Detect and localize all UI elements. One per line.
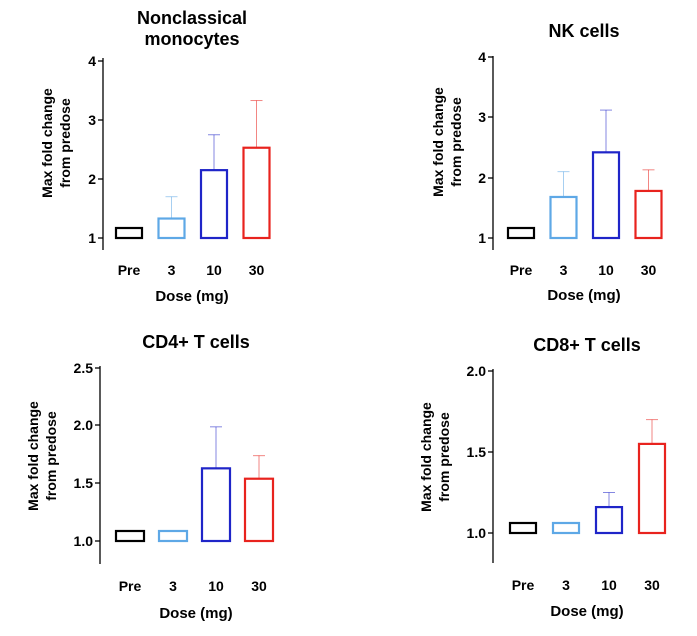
bar-3[interactable] [551, 521, 581, 535]
panel-nonclassical-monocytes: Nonclassical monocytes 1 2 3 4 Max fold change… [39, 8, 271, 305]
bar-30[interactable] [243, 477, 275, 543]
chart-title: Nonclassical monocytes [137, 8, 247, 49]
chart-title-line: Nonclassical [137, 8, 247, 28]
x-tick-label: 3 [168, 262, 176, 278]
bar-Pre[interactable] [506, 226, 536, 240]
x-axis-label: Dose (mg) [155, 288, 228, 305]
panel-nk-cells: NK cells 1 2 3 4 Max fold change from predose P… [430, 21, 663, 304]
x-axis-label: Dose (mg) [547, 287, 620, 304]
bar-10[interactable] [199, 169, 229, 240]
y-axis-label: from predose [43, 411, 59, 501]
bar-10[interactable] [594, 505, 624, 535]
y-tick-label: 1.5 [74, 475, 94, 491]
bar-10[interactable] [200, 467, 232, 543]
y-tick-label: 1.0 [467, 525, 487, 541]
bar-Pre[interactable] [114, 529, 146, 543]
y-axis-label: Max fold change [25, 401, 41, 511]
x-tick-label: 30 [641, 262, 657, 278]
x-tick-label: Pre [510, 262, 533, 278]
y-tick-label: 2.5 [74, 360, 94, 376]
x-tick-label: 3 [560, 262, 568, 278]
bar-30[interactable] [242, 146, 271, 240]
y-axis-label: Max fold change [39, 88, 55, 198]
y-axis-label: Max fold change [430, 87, 446, 197]
y-axis-label: from predose [448, 97, 464, 187]
bar-10[interactable] [591, 151, 621, 240]
panel-cd8-t-cells: CD8+ T cells 1.0 1.5 2.0 Max fold change from… [418, 335, 667, 620]
x-tick-label: 30 [644, 577, 660, 593]
y-tick-label: 2.0 [467, 363, 487, 379]
panel-cd4-t-cells: CD4+ T cells 1.0 1.5 2.0 2.5 Max fold change f… [25, 332, 275, 622]
bar-30[interactable] [637, 442, 667, 535]
chart-title-line: CD8+ T cells [533, 335, 641, 355]
y-tick-label: 3 [88, 112, 96, 128]
x-axis-label: Dose (mg) [159, 605, 232, 622]
y-tick-label: 2 [88, 171, 96, 187]
chart-title: CD4+ T cells [142, 332, 250, 352]
x-tick-label: 10 [601, 577, 617, 593]
bar-3[interactable] [157, 217, 186, 240]
chart-title: NK cells [548, 21, 619, 41]
y-tick-label: 1.5 [467, 444, 487, 460]
x-tick-label: Pre [512, 577, 535, 593]
y-tick-label: 1 [88, 230, 96, 246]
y-axis-label: from predose [57, 98, 73, 188]
x-tick-label: 10 [208, 578, 224, 594]
y-tick-label: 3 [478, 109, 486, 125]
x-tick-label: 10 [598, 262, 614, 278]
y-tick-label: 4 [478, 49, 486, 65]
bar-30[interactable] [634, 189, 663, 240]
y-tick-label: 2.0 [74, 417, 94, 433]
y-tick-label: 2 [478, 170, 486, 186]
chart-title: CD8+ T cells [533, 335, 641, 355]
chart-title-line: NK cells [548, 21, 619, 41]
bar-3[interactable] [549, 195, 578, 240]
x-tick-label: Pre [119, 578, 142, 594]
y-tick-label: 1 [478, 230, 486, 246]
y-axis-label: from predose [436, 412, 452, 502]
x-tick-label: 3 [562, 577, 570, 593]
y-axis-label: Max fold change [418, 402, 434, 512]
y-tick-label: 4 [88, 53, 96, 69]
x-axis-label: Dose (mg) [550, 603, 623, 620]
x-tick-label: 3 [169, 578, 177, 594]
bar-Pre[interactable] [508, 521, 538, 535]
bar-Pre[interactable] [114, 226, 144, 240]
bar-3[interactable] [157, 529, 189, 543]
x-tick-label: 30 [249, 262, 265, 278]
y-tick-label: 1.0 [74, 533, 94, 549]
chart-title-line: CD4+ T cells [142, 332, 250, 352]
x-tick-label: Pre [118, 262, 141, 278]
chart-title-line: monocytes [144, 29, 239, 49]
x-tick-label: 30 [251, 578, 267, 594]
x-tick-label: 10 [206, 262, 222, 278]
